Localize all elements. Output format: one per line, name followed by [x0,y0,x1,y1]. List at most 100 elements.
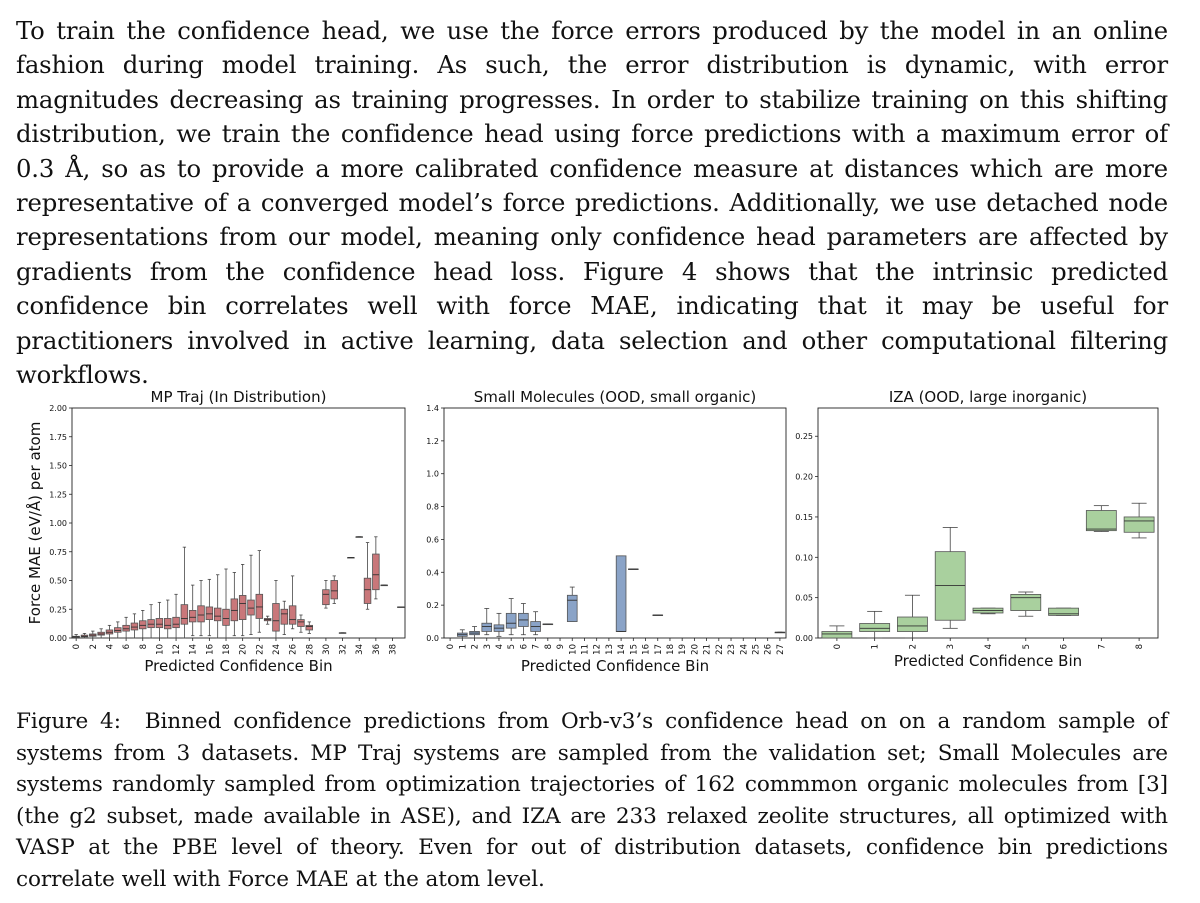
small-molecules-y-tick-label: 1.2 [426,437,439,446]
small-molecules-x-tick-label: 15 [629,644,639,655]
box-iqr [280,608,289,625]
small-molecules-x-tick-label: 6 [519,644,529,649]
mptraj-box-bin-24 [272,580,280,639]
small-molecules-box-bin-14 [615,555,627,632]
box-iqr [122,624,130,632]
mptraj-box-bin-21 [247,554,255,635]
mptraj-box-bin-16 [205,578,214,637]
mptraj-y-tick-label: 1.75 [49,433,67,442]
body-paragraph: To train the confidence head, we use the… [16,16,1168,390]
box-iqr [197,605,205,623]
iza-chart-title: IZA (OOD, large inorganic) [889,388,1087,406]
box-iqr [238,595,247,620]
mptraj-box-bin-33 [347,557,355,559]
iza-x-tick-label: 5 [1022,644,1032,649]
small-molecules-x-tick-label: 17 [654,644,664,655]
mptraj-x-tick-label: 14 [189,644,199,655]
small-molecules-y-tick-label: 0.6 [426,535,439,544]
box-iqr [272,603,280,632]
small-molecules-x-tick-label: 22 [715,644,725,655]
box-iqr [213,607,222,622]
mptraj-x-tick-label: 12 [172,644,182,655]
mptraj-x-axis-label: Predicted Confidence Bin [144,657,332,675]
mptraj-x-tick-label: 32 [339,644,349,655]
small-molecules-x-tick-label: 27 [776,644,786,655]
small-molecules-box-bin-1 [457,629,468,639]
box-iqr [821,631,853,639]
mptraj-x-tick-label: 34 [355,644,365,655]
mptraj-box-bin-9 [147,604,155,639]
iza-x-tick-label: 2 [908,644,918,649]
box-iqr [1123,516,1155,533]
iza-y-tick-label: 0.05 [795,594,813,603]
small-molecules-y-tick-label: 0.4 [426,568,439,577]
mptraj-box-bin-36 [372,536,380,600]
mptraj-x-tick-label: 16 [205,644,215,655]
box-iqr [566,594,578,622]
small-molecules-x-tick-label: 4 [495,644,505,649]
mptraj-box-bin-39 [397,606,405,608]
mptraj-box-bin-28 [305,621,313,634]
small-molecules-x-tick-label: 5 [507,644,517,649]
mptraj-box-bin-30 [322,580,330,609]
mptraj-box-bin-8 [139,609,147,639]
small-molecules-axes-frame [443,407,787,639]
iza-y-tick-label: 0.15 [795,513,813,522]
mptraj-box-bin-4 [105,624,114,639]
small-molecules-box-bin-17 [652,614,664,617]
mptraj-y-tick-label: 1.25 [49,490,67,499]
small-molecules-x-tick-label: 19 [678,644,688,655]
small-molecules-box-bin-2 [469,626,480,639]
small-molecules-x-tick-label: 20 [690,644,700,655]
iza-y-tick-label: 0.20 [795,473,813,482]
box-iqr [372,553,380,591]
mptraj-box-bin-22 [255,550,264,633]
mptraj-box-bin-25 [280,600,289,635]
small-molecules-box-bin-27 [774,631,786,634]
box-iqr [147,619,155,629]
small-molecules-x-tick-label: 21 [703,644,713,655]
box-iqr [188,609,197,623]
figure-caption: Figure 4: Binned confidence predictions … [16,706,1168,895]
small-molecules-box-bin-8 [542,623,554,626]
panel-small-molecules: Small Molecules (OOD, small organic) 0.0 0… [426,388,787,675]
iza-x-tick-label: 0 [833,644,843,649]
box-iqr [305,624,313,631]
small-molecules-box-bin-7 [530,611,541,636]
mptraj-y-tick-label: 0.50 [49,577,67,586]
small-molecules-box-bin-3 [481,608,493,636]
mptraj-x-tick-label: 38 [389,644,399,655]
small-molecules-y-tick-label: 0.0 [426,634,439,643]
box-iqr [1085,510,1117,532]
figure-caption-text: Binned confidence predictions from Orb-v… [16,709,1168,892]
small-molecules-x-tick-label: 10 [568,644,578,655]
mptraj-box-bin-1 [80,632,89,639]
mptraj-box-bin-31 [330,575,338,604]
mptraj-box-bin-7 [130,613,139,639]
box-iqr [172,616,180,629]
small-molecules-x-tick-label: 13 [605,644,615,655]
mptraj-box-bin-26 [288,575,297,630]
small-molecules-x-tick-label: 7 [532,644,542,649]
mptraj-x-tick-label: 24 [272,644,282,655]
iza-box-bin-4 [972,607,1004,615]
mptraj-y-tick-label: 1.00 [49,519,67,528]
mptraj-box-bin-5 [114,621,122,639]
iza-box-bin-1 [859,610,891,639]
mptraj-box-bin-10 [155,601,164,639]
small-molecules-y-tick-label: 1.0 [426,470,439,479]
small-molecules-chart-title: Small Molecules (OOD, small organic) [474,388,757,406]
iza-x-tick-label: 8 [1135,644,1145,649]
mptraj-box-bin-27 [297,614,305,633]
box-iqr [897,616,928,632]
small-molecules-x-tick-label: 0 [446,644,456,649]
mptraj-box-bin-35 [363,542,372,610]
box-iqr [1048,607,1079,616]
iza-box-bin-0 [821,625,853,639]
box-iqr [230,598,239,622]
iza-x-tick-label: 7 [1097,644,1107,649]
iza-x-axis-label: Predicted Confidence Bin [894,652,1082,670]
box-iqr [155,618,164,629]
box-iqr [1010,594,1042,611]
iza-box-bin-5 [1010,591,1042,617]
